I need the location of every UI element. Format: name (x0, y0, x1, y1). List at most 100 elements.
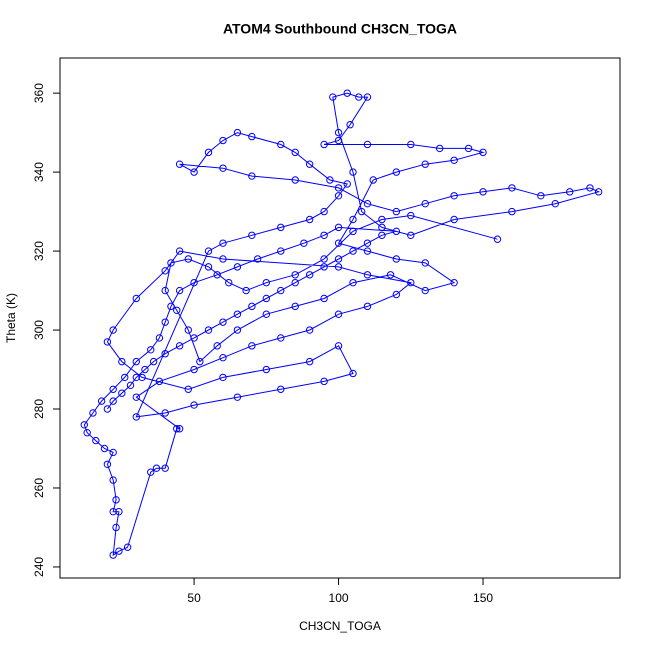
data-point (320, 140, 328, 149)
data-point (277, 334, 285, 342)
data-point (147, 468, 155, 476)
data-point (103, 338, 112, 346)
data-point (213, 342, 221, 350)
data-point (233, 128, 242, 137)
x-tick-label: 100 (329, 591, 349, 605)
data-point (152, 464, 161, 472)
data-point (363, 93, 372, 101)
data-point (161, 267, 169, 275)
data-point (343, 89, 351, 97)
data-point (334, 184, 343, 192)
y-tick-label: 320 (32, 241, 46, 261)
data-point (175, 160, 184, 168)
data-point (132, 373, 140, 382)
data-point (320, 263, 328, 271)
data-point (161, 286, 169, 295)
data-point (421, 259, 429, 267)
data-point (132, 393, 140, 401)
data-point (161, 464, 169, 472)
data-point (349, 168, 357, 176)
data-point (363, 271, 372, 279)
y-tick-label: 280 (32, 399, 46, 419)
data-point (349, 369, 357, 378)
data-point (115, 507, 123, 516)
data-point (167, 259, 175, 267)
data-point (233, 393, 242, 401)
data-point (204, 148, 213, 157)
data-point (334, 310, 343, 318)
data-point (291, 176, 299, 184)
data-point (175, 342, 184, 350)
data-point (196, 357, 204, 366)
data-point (421, 160, 429, 168)
data-point (450, 192, 458, 200)
data-point (326, 176, 334, 184)
data-point (138, 373, 146, 382)
data-point (184, 255, 192, 263)
y-tick-label: 240 (32, 557, 46, 577)
data-point (566, 188, 574, 196)
data-point (248, 302, 256, 311)
data-point (112, 496, 120, 504)
y-tick-label: 300 (32, 320, 46, 340)
data-point (363, 302, 372, 311)
data-point (132, 357, 140, 366)
data-point (277, 140, 285, 149)
data-point (204, 326, 213, 334)
data-point (121, 373, 129, 382)
data-point (392, 168, 401, 176)
data-point (167, 302, 175, 311)
data-point (161, 409, 169, 417)
data-point (334, 255, 343, 263)
data-point (109, 476, 117, 484)
data-point (551, 199, 559, 208)
data-point (219, 255, 227, 263)
data-point (369, 176, 377, 184)
data-point (184, 385, 192, 393)
data-point (109, 385, 117, 393)
data-point (386, 271, 395, 279)
data-point (97, 397, 106, 405)
data-point (233, 263, 242, 271)
data-point (132, 294, 140, 303)
data-point (103, 405, 112, 413)
data-point (334, 223, 343, 232)
data-point (421, 199, 429, 208)
data-point (233, 326, 242, 334)
data-point (277, 223, 285, 232)
data-point (219, 373, 227, 382)
data-point (219, 353, 227, 362)
data-point (184, 326, 192, 334)
data-point (392, 255, 401, 263)
data-point (357, 207, 366, 216)
y-axis-label: Theta (K) (4, 293, 18, 343)
data-point (493, 235, 502, 243)
data-point (109, 397, 117, 405)
data-point (407, 140, 415, 149)
data-point (378, 215, 386, 224)
data-point (378, 223, 386, 232)
data-point (141, 365, 149, 374)
data-point (149, 357, 158, 366)
data-point (305, 271, 314, 279)
data-point (190, 401, 198, 409)
plot-frame (59, 57, 621, 579)
data-point (334, 192, 343, 200)
data-point (334, 239, 343, 247)
data-point (586, 184, 594, 192)
data-point (190, 365, 198, 374)
data-point (248, 132, 256, 141)
data-point (109, 507, 117, 516)
data-point (155, 377, 164, 386)
data-point (291, 271, 299, 279)
data-point (508, 184, 516, 192)
y-tick-label: 360 (32, 83, 46, 103)
data-point (349, 215, 357, 224)
data-point (225, 278, 233, 287)
data-point (190, 334, 198, 342)
data-point (242, 286, 250, 295)
data-point (464, 144, 473, 153)
data-point (100, 444, 109, 453)
data-point (407, 231, 415, 239)
